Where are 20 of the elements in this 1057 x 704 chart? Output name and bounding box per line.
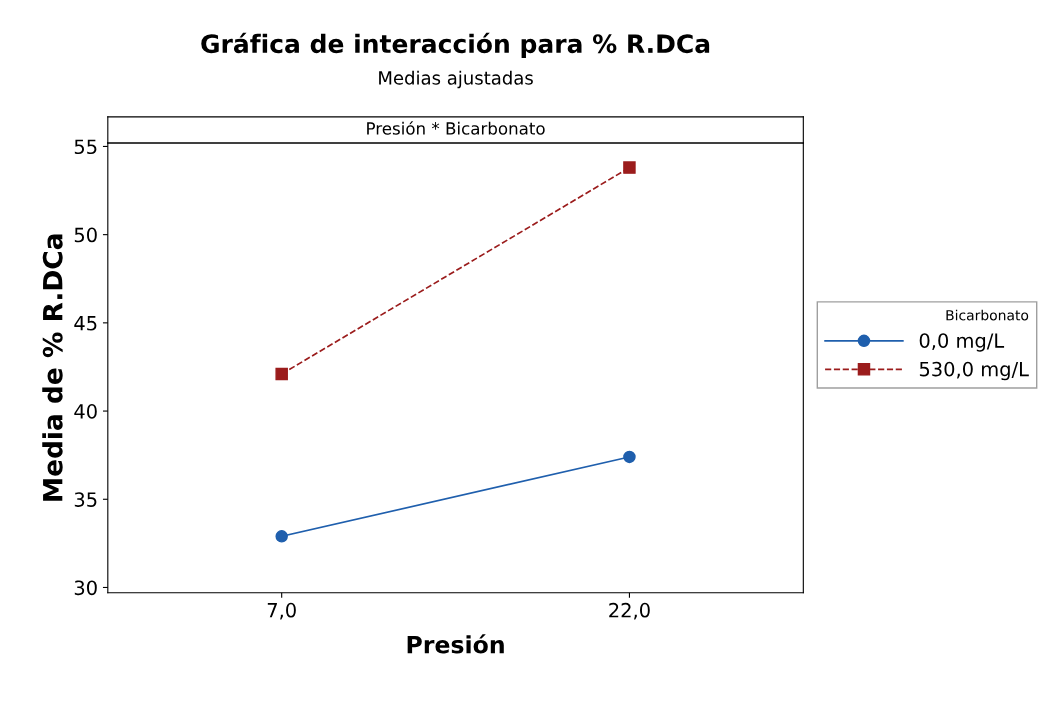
point bbox=[623, 161, 636, 174]
y-tick-label: 35 bbox=[74, 492, 97, 507]
text: Presión * Bicarbonato bbox=[367, 121, 545, 135]
y-tick-label: 45 bbox=[74, 316, 97, 331]
chart-subtitle: Medias ajustadas bbox=[379, 70, 533, 89]
y-tick-label: 55 bbox=[74, 139, 97, 155]
y-axis-title: Media de % R.DCa bbox=[42, 234, 63, 501]
x-tick-label: 7,0 bbox=[267, 602, 296, 620]
chart-title: Gráfica de interacción para % R.DCa bbox=[201, 32, 710, 58]
legend-label: 530,0 mg/L bbox=[919, 361, 1029, 381]
y-tick-label: 30 bbox=[74, 580, 97, 596]
point bbox=[623, 450, 636, 464]
x-axis-title: Presión bbox=[407, 634, 504, 654]
legend-title: Bicarbonato bbox=[946, 309, 1029, 321]
point bbox=[275, 530, 288, 543]
y-tick-label: 50 bbox=[74, 227, 97, 243]
y-tick-label: 40 bbox=[74, 404, 97, 419]
x-tick-label: 22,0 bbox=[609, 602, 650, 620]
point bbox=[275, 367, 288, 381]
legend-label: 0,0 mg/L bbox=[919, 333, 1005, 352]
